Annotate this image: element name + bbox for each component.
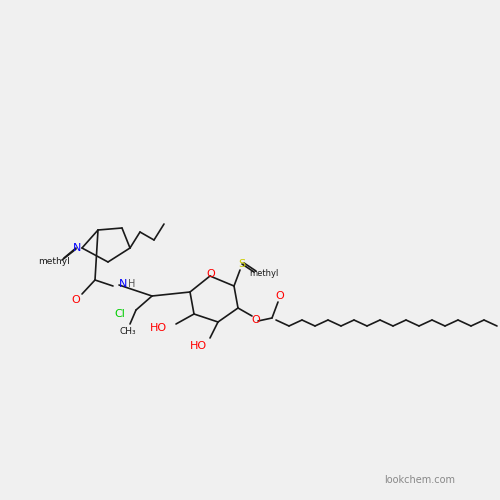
Text: HO: HO [190,341,206,351]
Text: Cl: Cl [114,309,126,319]
Text: S: S [238,259,246,269]
Text: methyl: methyl [38,258,70,266]
Text: O: O [276,291,284,301]
Text: methyl: methyl [250,270,278,278]
Text: O: O [252,315,260,325]
Text: CH₃: CH₃ [120,328,136,336]
Text: O: O [206,269,216,279]
Text: O: O [72,295,80,305]
Text: N: N [73,243,81,253]
Text: N: N [119,279,128,289]
Text: HO: HO [150,323,166,333]
Text: lookchem.com: lookchem.com [384,475,456,485]
Text: H: H [128,279,136,289]
